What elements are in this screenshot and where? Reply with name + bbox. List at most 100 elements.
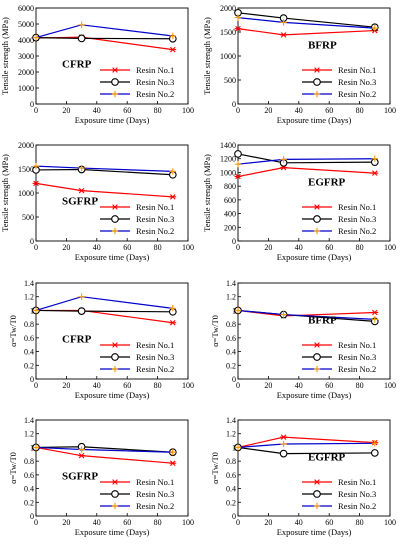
x-tick-label: 80 (154, 106, 162, 115)
y-tick-label: 2000 (18, 141, 34, 150)
data-point (279, 449, 288, 458)
legend-entry: Resin No.3 (338, 489, 376, 499)
series-line-1 (237, 167, 375, 178)
y-tick-label: 1.4 (226, 279, 236, 288)
y-axis-label: Tensile strength (MPa) (202, 17, 212, 95)
y-tick-label: 0.8 (24, 320, 34, 329)
plot-frame (237, 282, 391, 380)
data-point (32, 180, 40, 187)
data-point (280, 311, 287, 318)
legend-entry: Resin No.3 (338, 77, 376, 87)
x-tick-label: 20 (62, 243, 70, 252)
legend-entry: Resin No.3 (136, 489, 174, 499)
legend-marker (313, 67, 321, 73)
y-tick-label: 1000 (220, 168, 236, 177)
x-tick-label: 60 (325, 381, 333, 390)
data-point (371, 316, 378, 323)
data-point (169, 194, 177, 200)
legend-entry: Resin No.1 (136, 202, 174, 212)
data-point (280, 19, 287, 26)
y-tick-label: 0.8 (226, 320, 236, 329)
y-axis-label: α=Tw/T0 (8, 452, 18, 484)
legend-marker (111, 227, 119, 235)
y-tick-label: 1 (232, 443, 236, 452)
y-tick-label: 1.2 (226, 430, 236, 439)
plot-frame (35, 282, 189, 380)
data-point (234, 444, 242, 451)
x-tick-label: 40 (93, 518, 101, 527)
x-tick-label: 100 (384, 243, 396, 252)
x-tick-label: 0 (236, 381, 240, 390)
data-point (371, 309, 379, 316)
y-tick-label: 0.8 (226, 457, 236, 466)
legend-marker (111, 342, 119, 348)
x-tick-label: 60 (123, 518, 131, 527)
x-tick-label: 100 (182, 381, 194, 390)
x-tick-label: 100 (384, 518, 396, 527)
x-tick-label: 60 (325, 106, 333, 115)
data-point (78, 164, 85, 172)
legend-marker (313, 479, 321, 485)
y-tick-label: 1500 (220, 28, 236, 37)
y-axis-label: Tensile strength (MPa) (0, 154, 10, 232)
data-point (371, 155, 378, 162)
panel-bfrp: 0 500 1000 1500 2000 0 20 40 60 80 100 Exposure tim… (202, 4, 396, 125)
data-point (169, 449, 176, 456)
x-axis-label: Exposure time (Days) (277, 252, 352, 262)
x-tick-label: 60 (123, 243, 131, 252)
panel-label: EGFRP (308, 176, 346, 188)
legend-entry: Resin No.1 (136, 477, 174, 487)
x-tick-label: 80 (356, 381, 364, 390)
x-axis-label: Exposure time (Days) (277, 390, 352, 400)
y-tick-label: 400 (224, 210, 236, 219)
x-tick-label: 60 (325, 518, 333, 527)
y-tick-label: 1.4 (226, 416, 236, 425)
x-tick-label: 40 (295, 106, 303, 115)
x-tick-label: 20 (264, 243, 272, 252)
panel-sgfrp: 0 500 1000 1500 2000 0 20 40 60 80 100 Exposure tim… (0, 141, 194, 262)
x-tick-label: 40 (93, 243, 101, 252)
panel-egfrp: 0 200 400 600 800 1000 1200 1400 0 20 40 60 80 100 Exp… (202, 141, 396, 262)
series-line-3 (237, 442, 375, 449)
x-tick-label: 80 (356, 106, 364, 115)
series-line-1 (237, 28, 375, 36)
y-tick-label: 1400 (220, 141, 236, 150)
data-point (78, 187, 85, 194)
x-tick-label: 0 (236, 106, 240, 115)
panel-label: CFRP (62, 59, 92, 71)
y-tick-label: 0.4 (226, 348, 236, 357)
data-point (371, 170, 379, 176)
legend-entry: Resin No.2 (338, 226, 376, 236)
legend-marker (111, 490, 119, 498)
legend-entry: Resin No.2 (136, 89, 174, 99)
data-point (78, 446, 85, 453)
y-tick-label: 1000 (18, 189, 34, 198)
y-tick-label: 0 (232, 512, 236, 521)
legend-entry: Resin No.2 (338, 501, 376, 511)
data-point (280, 440, 287, 448)
data-point (371, 440, 378, 447)
data-point (78, 21, 85, 28)
data-point (32, 307, 40, 314)
series-line-2 (237, 446, 375, 455)
x-tick-label: 20 (264, 381, 272, 390)
legend-entry: Resin No.3 (136, 352, 174, 362)
legend-marker (313, 78, 321, 86)
data-point (234, 161, 242, 168)
panel-label: SGFRP (62, 471, 98, 483)
y-tick-label: 0 (30, 237, 34, 246)
y-tick-label: 1.2 (24, 293, 34, 302)
series-line-3 (35, 296, 173, 312)
x-axis-label: Exposure time (Days) (277, 527, 352, 537)
x-axis-label: Exposure time (Days) (75, 390, 150, 400)
legend-marker (313, 490, 321, 498)
legend-entry: Resin No.1 (136, 340, 174, 350)
x-tick-label: 100 (182, 518, 194, 527)
legend-marker (313, 502, 321, 510)
legend-marker (111, 90, 119, 98)
x-tick-label: 80 (154, 518, 162, 527)
legend-marker (111, 502, 119, 510)
y-tick-label: 0 (30, 100, 34, 109)
